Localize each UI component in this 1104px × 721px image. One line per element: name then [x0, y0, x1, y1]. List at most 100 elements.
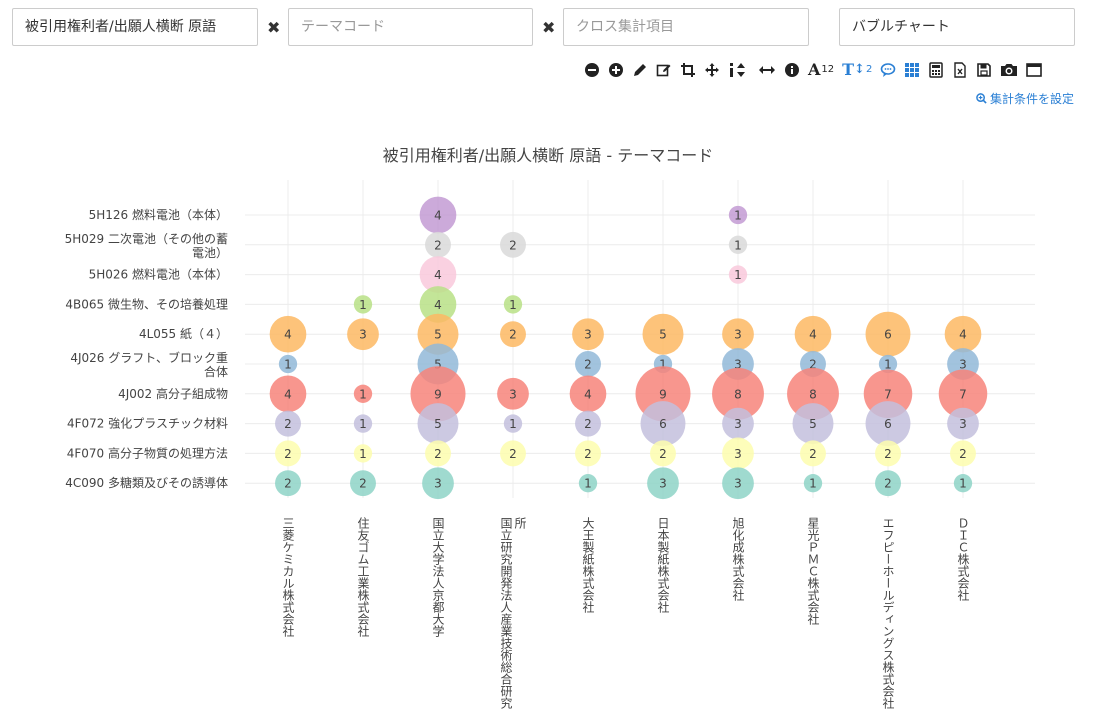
bubble-label: 3	[959, 417, 967, 431]
bubble-label: 4	[434, 209, 442, 223]
bubble-label: 5	[434, 328, 442, 342]
text-height-icon[interactable]: T↕2	[842, 60, 872, 80]
bubble-label: 6	[884, 328, 892, 342]
bubble-label: 1	[734, 268, 742, 282]
bubble-label: 2	[284, 447, 292, 461]
x-tick-label: 国立研究開発法人産業技術総合研究	[499, 517, 513, 710]
bubble-label: 2	[884, 477, 892, 491]
bubble-label: 8	[734, 387, 742, 401]
x-tick-label: 住友ゴム工業株式会社	[356, 517, 370, 637]
bubble-label: 1	[509, 417, 517, 431]
settings-link-label: 集計条件を設定	[990, 90, 1074, 107]
save-icon[interactable]	[976, 60, 992, 80]
bubble-chart: 被引用権利者/出願人横断 原語 - テーマコード 4 1 2 2 1 4 1 1 4 1 4 3 5 2 3…	[0, 130, 1104, 721]
bubble-label: 2	[434, 447, 442, 461]
x-tick-label: 大王製紙株式会社	[581, 517, 595, 613]
bubble-label: 2	[584, 417, 592, 431]
bubble-label: 3	[959, 358, 967, 372]
bubble-label: 9	[434, 387, 442, 401]
bubble-label: 7	[959, 387, 967, 401]
x-axis-labels: 三菱ケミカル株式会社住友ゴム工業株式会社国立大学法人京都大学国立研究開発法人産業…	[281, 517, 970, 710]
y-tick-label: 4F070 高分子物質の処理方法	[67, 445, 228, 460]
zoom-out-icon[interactable]	[584, 60, 600, 80]
bubble-label: 2	[959, 447, 967, 461]
bubble-label: 3	[659, 477, 667, 491]
move-icon[interactable]	[704, 60, 720, 80]
bubble-label: 3	[509, 387, 517, 401]
bubble-label: 2	[434, 238, 442, 252]
x-tick-label: ＤＩＣ株式会社	[956, 517, 970, 601]
bubble-label: 8	[809, 387, 817, 401]
bubble-label: 2	[509, 328, 517, 342]
x-tick-label: 星光ＰＭＣ株式会社	[806, 517, 820, 625]
info-sort-icon[interactable]	[728, 60, 750, 80]
x-tick-label: 日本製紙株式会社	[656, 517, 670, 613]
bubble-label: 1	[509, 298, 517, 312]
bubble-label: 3	[734, 328, 742, 342]
bubble-label: 3	[434, 477, 442, 491]
x-tick-label: 国立大学法人京都大学	[431, 517, 445, 637]
y-tick-label: 5H126 燃料電池（本体）	[89, 207, 228, 222]
bubble-label: 2	[284, 477, 292, 491]
bubble-label: 1	[734, 238, 742, 252]
y-tick-label: 4L055 紙（４）	[139, 326, 228, 341]
bubble-label: 2	[509, 238, 517, 252]
chart-title: 被引用権利者/出願人横断 原語 - テーマコード	[383, 146, 713, 165]
bubble-label: 2	[584, 447, 592, 461]
zoom-in-icon[interactable]	[608, 60, 624, 80]
bubble-label: 4	[284, 387, 292, 401]
comment-icon[interactable]	[880, 60, 896, 80]
arrows-h-icon[interactable]	[758, 60, 776, 80]
calculator-icon[interactable]	[928, 60, 944, 80]
bubble-label: 3	[359, 328, 367, 342]
bubble-label: 1	[359, 298, 367, 312]
x-tick-label: エフピーホールディングス株式会社	[881, 517, 895, 709]
bubble-label: 5	[809, 417, 817, 431]
bubble-label: 2	[584, 358, 592, 372]
y-tick-label: 4J026 グラフト、ブロック重合体	[70, 350, 228, 379]
remove-field1-icon[interactable]: ✖	[267, 20, 280, 36]
crop-icon[interactable]	[680, 60, 696, 80]
window-icon[interactable]	[1026, 60, 1042, 80]
bubble-label: 9	[659, 387, 667, 401]
bubble-label: 4	[284, 328, 292, 342]
font-size-icon[interactable]: A12	[808, 60, 834, 80]
y-tick-label: 5H026 燃料電池（本体）	[89, 267, 228, 282]
grid-icon[interactable]	[904, 60, 920, 80]
pencil-icon[interactable]	[632, 60, 648, 80]
x-tick-label: 旭化成株式会社	[731, 517, 745, 601]
remove-field2-icon[interactable]: ✖	[542, 20, 555, 36]
bubble-label: 6	[884, 417, 892, 431]
camera-icon[interactable]	[1000, 60, 1018, 80]
theme-code-select[interactable]: テーマコード	[288, 8, 533, 46]
bubble-label: 1	[959, 477, 967, 491]
edit-icon[interactable]	[656, 60, 672, 80]
bubble-label: 3	[734, 447, 742, 461]
bubble-label: 2	[809, 447, 817, 461]
x-tick-label: 所	[513, 517, 527, 529]
cross-tab-select[interactable]: クロス集計項目	[563, 8, 809, 46]
bubble-label: 1	[884, 358, 892, 372]
applicant-select[interactable]: 被引用権利者/出願人横断 原語	[12, 8, 258, 46]
y-tick-label: 4B065 微生物、その培養処理	[65, 296, 228, 311]
chart-toolbar: A12 T↕2	[580, 60, 1046, 80]
y-axis-labels: 5H126 燃料電池（本体）5H029 二次電池（その他の蓄電池）5H026 燃…	[65, 207, 228, 490]
y-tick-label: 4J002 高分子組成物	[118, 386, 228, 401]
settings-link[interactable]: 集計条件を設定	[976, 90, 1074, 107]
y-tick-label: 4F072 強化プラスチック材料	[67, 417, 228, 431]
bubble-label: 4	[434, 298, 442, 312]
bubble-label: 3	[734, 477, 742, 491]
bubble-label: 1	[584, 477, 592, 491]
bubble-label: 2	[509, 447, 517, 461]
excel-icon[interactable]	[952, 60, 968, 80]
chart-type-select[interactable]: バブルチャート	[839, 8, 1075, 46]
bubble-label: 5	[659, 328, 667, 342]
bubble-label: 1	[359, 387, 367, 401]
search-plus-icon	[976, 93, 987, 104]
bubble-label: 2	[659, 447, 667, 461]
bubble-label: 6	[659, 417, 667, 431]
y-tick-label: 4C090 多糖類及びその誘導体	[65, 475, 228, 490]
bubble-label: 3	[584, 328, 592, 342]
bubble-label: 2	[359, 477, 367, 491]
info-icon[interactable]	[784, 60, 800, 80]
